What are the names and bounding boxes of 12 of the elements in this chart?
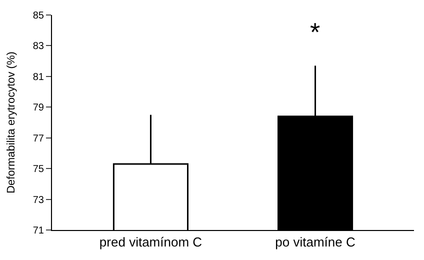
y-tick-label: 77	[32, 133, 44, 144]
annotation: *	[310, 17, 320, 47]
y-tick-label: 75	[32, 164, 44, 176]
x-tick-label: po vitamíne C	[275, 234, 356, 250]
y-tick-label: 85	[32, 10, 44, 22]
y-tick-label: 71	[32, 226, 44, 236]
y-tick-label: 81	[32, 72, 44, 83]
y-axis-title: Deformabilita erytrocytov (%)	[6, 52, 18, 194]
x-tick-label: pred vitamínom C	[99, 234, 202, 250]
y-tick-label: 83	[32, 41, 44, 52]
y-tick-label: 73	[32, 194, 44, 206]
y-tick-label: 79	[32, 102, 44, 114]
